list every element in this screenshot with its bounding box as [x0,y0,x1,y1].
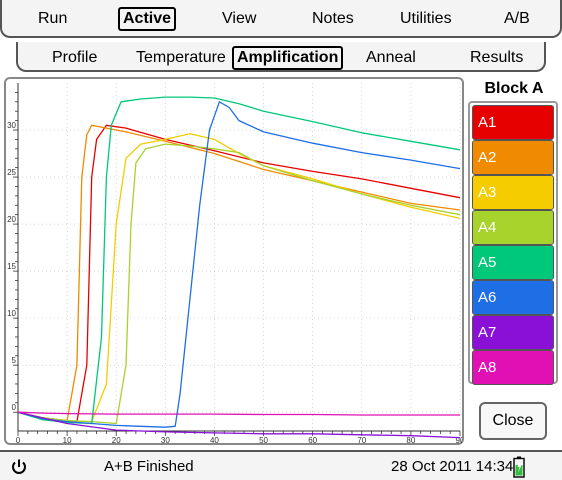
y-tick-label: 25 [7,168,16,177]
legend-well-a6[interactable]: A6 [472,280,554,315]
legend-title: Block A [484,80,544,97]
y-tick-label: 5 [12,356,17,365]
x-tick-label: 60 [308,436,317,443]
series-line-a1 [17,124,461,423]
well-legend: A1 A2 A3 A4 A5 A6 A7 A8 [468,101,558,385]
legend-well-a1[interactable]: A1 [472,105,554,140]
legend-well-a3[interactable]: A3 [472,175,554,210]
date-time: 28 Oct 2011 14:34 [391,458,514,475]
close-button[interactable]: Close [479,402,547,440]
legend-well-a5[interactable]: A5 [472,245,554,280]
tab-results[interactable]: Results [470,49,524,66]
sub-tab-bar: Profile Temperature Amplification Anneal… [16,42,546,72]
status-bar: A+B Finished 28 Oct 2011 14:34 [0,450,562,480]
menu-view[interactable]: View [222,10,257,27]
x-tick-label: 50 [259,436,268,443]
x-tick-label: 30 [161,436,170,443]
run-status: A+B Finished [104,458,194,475]
x-tick-label: 20 [112,436,121,443]
x-tick-label: 80 [406,436,415,443]
menu-notes[interactable]: Notes [312,10,354,27]
battery-icon [513,456,525,478]
y-tick-label: 0 [12,403,17,412]
series-line-a5 [17,96,461,425]
x-tick-label: 0 [16,436,21,443]
series-line-a4 [17,143,461,425]
series-line-a7 [17,411,461,439]
menu-active[interactable]: Active [118,7,177,31]
legend-well-a7[interactable]: A7 [472,315,554,350]
x-tick-label: 70 [357,436,366,443]
tab-anneal[interactable]: Anneal [366,49,416,66]
tab-profile[interactable]: Profile [52,49,98,66]
menu-utilities[interactable]: Utilities [400,10,452,27]
main-menu-bar: Run Active View Notes Utilities A/B [0,0,562,38]
x-tick-label: 10 [63,436,72,443]
series-line-a6 [17,101,461,428]
x-tick-label: 90 [456,436,462,443]
tab-amplification[interactable]: Amplification [232,46,344,70]
y-tick-label: 15 [7,262,16,271]
legend-well-a2[interactable]: A2 [472,140,554,175]
power-icon[interactable] [10,458,28,476]
amplification-chart: 0 10 20 30 40 50 60 70 80 90 0 5 10 15 20 25 30 [7,83,462,443]
legend-well-a8[interactable]: A8 [472,350,554,385]
legend-well-a4[interactable]: A4 [472,210,554,245]
series-line-a8 [17,411,460,416]
menu-ab[interactable]: A/B [504,10,530,27]
tab-temperature[interactable]: Temperature [136,49,226,66]
x-tick-label: 40 [210,436,219,443]
amplification-plot-panel: 0 10 20 30 40 50 60 70 80 90 0 5 10 15 20 25 30 [4,77,464,445]
y-tick-label: 10 [7,309,16,318]
menu-run[interactable]: Run [38,10,68,27]
y-tick-label: 20 [7,215,16,224]
y-tick-label: 30 [7,121,16,130]
